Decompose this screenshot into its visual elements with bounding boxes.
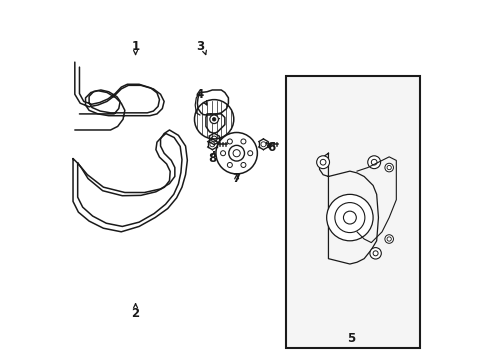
Circle shape xyxy=(228,145,244,161)
Circle shape xyxy=(209,115,218,123)
Circle shape xyxy=(212,117,216,121)
Circle shape xyxy=(384,163,393,172)
Circle shape xyxy=(316,156,329,168)
Text: 3: 3 xyxy=(195,40,203,53)
Circle shape xyxy=(194,100,233,139)
Text: 6: 6 xyxy=(266,141,275,154)
Text: 7: 7 xyxy=(232,172,240,185)
Circle shape xyxy=(369,248,381,259)
Text: 4: 4 xyxy=(195,88,203,101)
Circle shape xyxy=(367,156,380,168)
Text: 1: 1 xyxy=(131,40,140,53)
Text: 8: 8 xyxy=(208,152,216,165)
Circle shape xyxy=(216,132,257,174)
Text: 5: 5 xyxy=(347,333,355,346)
Circle shape xyxy=(384,235,393,243)
Bar xyxy=(285,76,419,348)
Circle shape xyxy=(326,194,372,241)
Text: 2: 2 xyxy=(131,307,140,320)
